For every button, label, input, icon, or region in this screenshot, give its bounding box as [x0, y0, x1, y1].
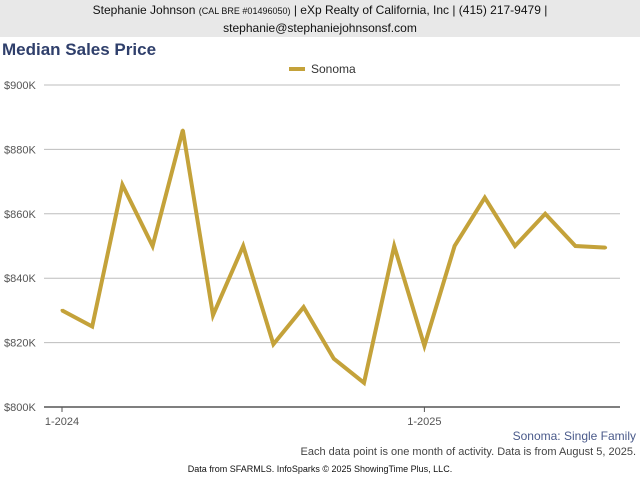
agent-license: (CAL BRE #01496050)	[198, 6, 291, 16]
y-tick-label: $840K	[4, 273, 36, 285]
agent-header: Stephanie Johnson (CAL BRE #01496050) | …	[0, 0, 640, 37]
x-tick-label: 1-2025	[407, 416, 441, 428]
y-tick-label: $880K	[4, 144, 36, 156]
legend-label: Sonoma	[311, 62, 356, 76]
data-point	[60, 308, 64, 312]
y-tick-label: $900K	[4, 80, 36, 92]
data-point	[241, 244, 245, 248]
chart-subtitle: Sonoma: Single Family	[512, 429, 636, 443]
data-point	[513, 244, 517, 248]
data-point	[271, 342, 275, 346]
data-point	[151, 244, 155, 248]
y-tick-label: $800K	[4, 402, 36, 414]
data-point	[604, 246, 608, 250]
chart-title: Median Sales Price	[2, 40, 157, 59]
x-tick-label: 1-2024	[45, 416, 79, 428]
data-point	[90, 325, 94, 328]
series-line-sonoma	[61, 129, 606, 387]
agent-company: | eXp Realty of California, Inc | (415) …	[293, 3, 548, 17]
y-tick-label: $820K	[4, 338, 36, 350]
data-point	[422, 344, 426, 348]
data-point	[302, 305, 306, 309]
y-tick-label: $860K	[4, 209, 36, 221]
data-point	[392, 244, 396, 248]
data-point	[211, 313, 215, 317]
data-point	[120, 183, 124, 187]
agent-name: Stephanie Johnson	[92, 3, 196, 17]
legend-swatch	[289, 67, 305, 71]
data-point	[362, 381, 366, 385]
chart-legend: Sonoma	[289, 62, 356, 76]
agent-email: stephanie@stephaniejohnsonsf.com	[223, 21, 417, 35]
data-point	[543, 212, 547, 216]
agent-info-line: Stephanie Johnson (CAL BRE #01496050) | …	[0, 2, 640, 20]
data-point	[181, 128, 185, 132]
data-note: Each data point is one month of activity…	[300, 446, 636, 458]
data-point	[483, 196, 487, 200]
data-point	[332, 357, 336, 361]
data-point	[573, 244, 577, 248]
source-credit: Data from SFARMLS. InfoSparks © 2025 Sho…	[187, 464, 453, 474]
data-point	[453, 244, 457, 248]
